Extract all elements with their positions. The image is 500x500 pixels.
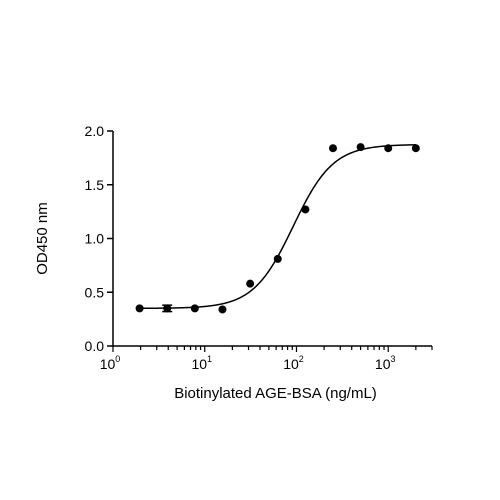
data-point xyxy=(301,205,310,214)
data-point xyxy=(135,304,144,313)
x-axis-title: Biotinylated AGE-BSA (ng/mL) xyxy=(174,385,377,402)
y-tick-label: 1.0 xyxy=(85,231,105,247)
fit-curve xyxy=(139,144,416,310)
y-tick-label: 0.0 xyxy=(85,338,105,354)
y-axis-ticks: 0.0 0.5 1.0 1.5 2.0 xyxy=(85,123,113,354)
x-tick-label: 100 xyxy=(100,354,121,372)
data-points xyxy=(135,143,420,314)
y-tick-label: 2.0 xyxy=(85,123,105,139)
data-point xyxy=(328,144,337,153)
data-point xyxy=(246,279,255,288)
x-tick-label: 103 xyxy=(375,354,396,372)
data-point xyxy=(384,144,393,153)
y-tick-label: 0.5 xyxy=(85,284,105,300)
data-point xyxy=(163,304,172,313)
data-point xyxy=(356,143,365,152)
data-point xyxy=(273,254,282,263)
y-tick-label: 1.5 xyxy=(85,177,105,193)
x-tick-label: 101 xyxy=(191,354,212,372)
y-axis-title: OD450 nm xyxy=(34,202,51,275)
x-tick-label: 102 xyxy=(283,354,304,372)
data-point xyxy=(411,144,420,153)
x-axis-ticks: 100 101 102 103 xyxy=(100,346,433,372)
data-point xyxy=(190,304,199,313)
data-point xyxy=(218,305,227,314)
plot-area: 0.0 0.5 1.0 1.5 2.0 100 101 102 103 xyxy=(85,123,433,372)
